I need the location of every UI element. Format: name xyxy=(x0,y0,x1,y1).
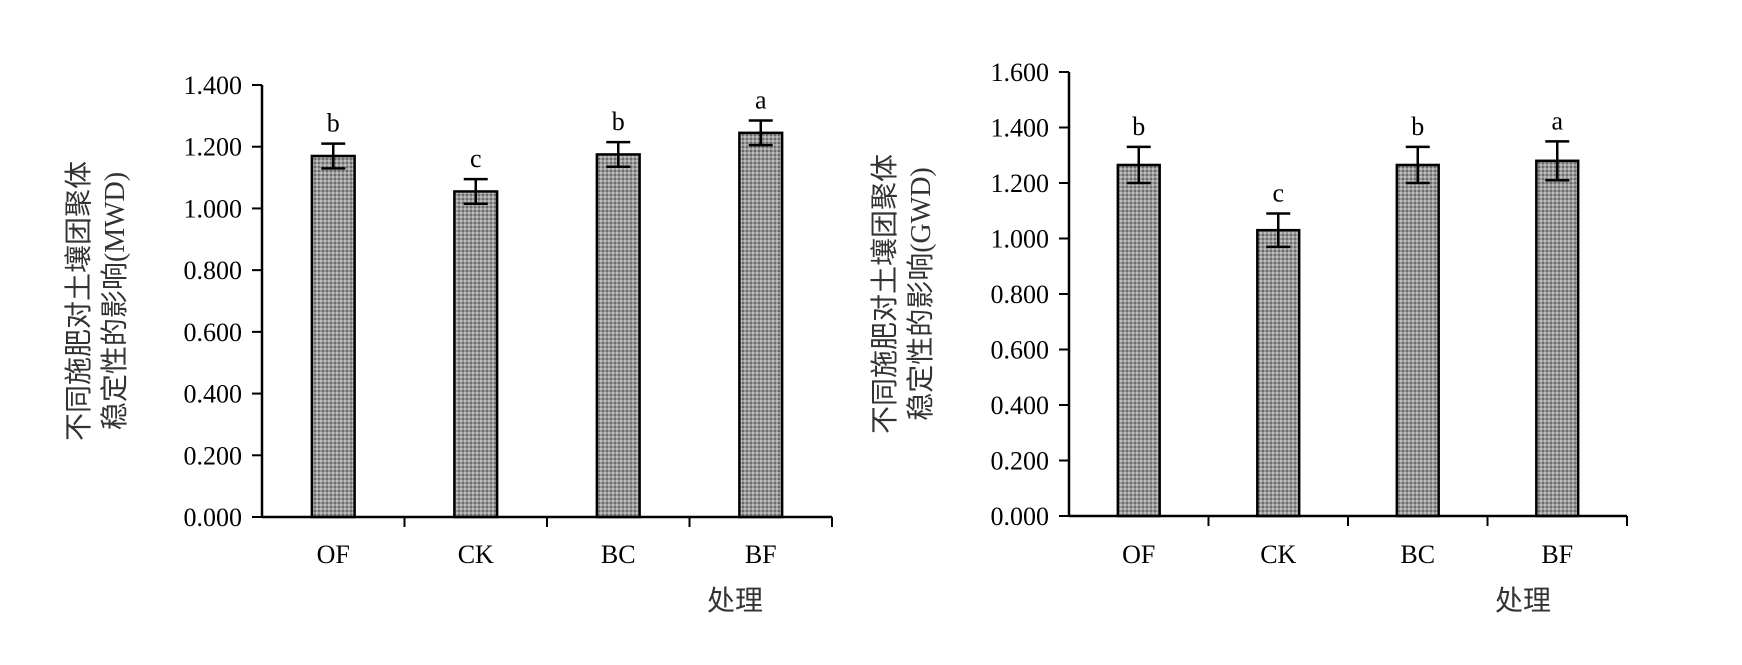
y-tick-label: 0.400 xyxy=(184,380,243,409)
y-tick-label: 0.200 xyxy=(184,441,243,470)
x-tick-label-of: OF xyxy=(1122,540,1155,569)
y-tick-label: 0.400 xyxy=(991,391,1050,420)
x-tick-label-bf: BF xyxy=(1541,540,1573,569)
x-tick-label-ck: CK xyxy=(1260,540,1296,569)
y-axis-title-line-1: 不同施肥对土壤团聚体 xyxy=(869,154,901,434)
x-axis-title: 处理 xyxy=(707,585,763,617)
y-axis-title-line-2: 稳定性的影响(GWD) xyxy=(905,167,937,421)
y-tick-label: 1.400 xyxy=(184,71,243,100)
x-tick-label-bf: BF xyxy=(745,540,777,569)
bar-ck xyxy=(453,190,499,519)
significance-label-ck: c xyxy=(470,144,482,173)
y-tick-label: 1.200 xyxy=(184,133,243,162)
y-tick-label: 1.400 xyxy=(991,114,1050,143)
significance-label-ck: c xyxy=(1272,179,1284,208)
x-tick-label-bc: BC xyxy=(1400,540,1435,569)
y-tick-label: 1.600 xyxy=(991,58,1050,87)
bar-bc xyxy=(595,153,641,519)
significance-label-bf: a xyxy=(755,85,767,114)
significance-label-bf: a xyxy=(1551,106,1563,135)
bar-bf xyxy=(738,131,784,519)
significance-label-of: b xyxy=(327,109,340,138)
bar-of xyxy=(1116,163,1161,518)
y-tick-label: 0.200 xyxy=(991,447,1050,476)
significance-label-bc: b xyxy=(1411,112,1424,141)
y-axis-title-line-2: 稳定性的影响(MWD) xyxy=(99,172,131,430)
chart-panel-2: 0.000 0.200 0.400 0.600 0.800 1.000 1.200 1.400… xyxy=(869,58,1628,617)
y-tick-label: 0.800 xyxy=(991,280,1050,309)
y-tick-label: 0.800 xyxy=(184,256,243,285)
y-axis-title-line-1: 不同施肥对土壤团聚体 xyxy=(63,161,95,441)
y-tick-label: 1.000 xyxy=(184,194,243,223)
x-tick-label-of: OF xyxy=(317,540,350,569)
chart-panel-1: 0.000 0.200 0.400 0.600 0.800 1.000 1.200 1.400… xyxy=(63,71,833,617)
y-tick-label: 0.600 xyxy=(184,318,243,347)
y-tick-label: 0.600 xyxy=(991,336,1050,365)
bar-of xyxy=(310,154,356,519)
y-tick-label: 1.200 xyxy=(991,169,1050,198)
y-tick-label: 1.000 xyxy=(991,225,1050,254)
y-tick-label: 0.000 xyxy=(184,503,243,532)
bar-bc xyxy=(1395,163,1440,518)
y-tick-label: 0.000 xyxy=(991,502,1050,531)
bar-bf xyxy=(1535,159,1580,518)
bar-ck xyxy=(1256,228,1301,518)
significance-label-of: b xyxy=(1132,112,1145,141)
x-tick-label-bc: BC xyxy=(601,540,636,569)
significance-label-bc: b xyxy=(612,107,625,136)
x-tick-label-ck: CK xyxy=(458,540,494,569)
x-axis-title: 处理 xyxy=(1495,585,1551,617)
